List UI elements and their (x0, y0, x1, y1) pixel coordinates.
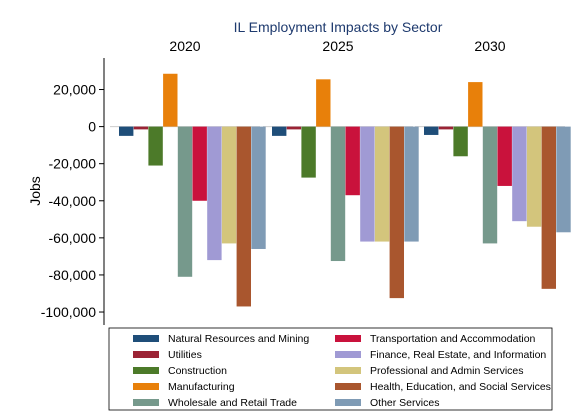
legend-swatch (335, 367, 361, 374)
bar-health-education-and-social-services-2030 (541, 126, 556, 289)
legend-label: Professional and Admin Services (370, 365, 524, 377)
bar-utilities-2025 (286, 126, 302, 130)
bar-manufacturing-2030 (468, 82, 483, 127)
bar-health-education-and-social-services-2025 (389, 126, 404, 299)
legend-swatch (335, 383, 361, 390)
legend-box (108, 327, 553, 411)
bar-construction-2020 (148, 126, 163, 166)
legend-label: Manufacturing (168, 381, 235, 393)
y-tick-label: 0 (88, 119, 96, 135)
legend-swatch (335, 351, 361, 358)
bar-other-services-2025 (404, 126, 419, 242)
legend-label: Construction (168, 365, 227, 377)
y-tick-label: -40,000 (49, 193, 97, 209)
y-tick-label: 20,000 (53, 82, 96, 98)
bar-manufacturing-2025 (316, 79, 331, 127)
chart-title: IL Employment Impacts by Sector (234, 19, 443, 35)
y-axis-title: Jobs (27, 176, 43, 206)
bar-construction-2025 (301, 126, 316, 178)
panel-label-2020: 2020 (169, 38, 200, 54)
legend-swatch (335, 399, 361, 406)
bar-utilities-2020 (133, 126, 149, 130)
legend-swatch (133, 399, 159, 406)
bar-professional-and-admin-services-2030 (526, 126, 542, 227)
bar-wholesale-and-retail-trade-2025 (330, 126, 346, 262)
bar-other-services-2030 (556, 126, 571, 233)
legend-label: Transportation and Accommodation (370, 333, 536, 345)
bar-transportation-and-accommodation-2020 (192, 126, 207, 201)
legend-label: Wholesale and Retail Trade (168, 397, 297, 409)
legend-label: Finance, Real Estate, and Information (370, 349, 546, 361)
bar-wholesale-and-retail-trade-2030 (482, 126, 498, 244)
bar-construction-2030 (453, 126, 468, 157)
bar-utilities-2030 (438, 126, 454, 130)
bar-finance-real-estate-and-information-2030 (512, 126, 527, 222)
bar-professional-and-admin-services-2025 (374, 126, 390, 242)
y-tick-label: -100,000 (41, 304, 96, 320)
bar-wholesale-and-retail-trade-2020 (177, 126, 193, 277)
legend-swatch (335, 335, 361, 342)
bar-finance-real-estate-and-information-2025 (360, 126, 375, 242)
bar-transportation-and-accommodation-2030 (497, 126, 512, 186)
bar-natural-resources-and-mining-2030 (424, 126, 439, 135)
legend-label: Health, Education, and Social Services (370, 381, 551, 393)
bar-other-services-2020 (251, 126, 266, 249)
y-tick-label: -60,000 (49, 230, 97, 246)
bar-professional-and-admin-services-2020 (221, 126, 237, 244)
legend-swatch (133, 351, 159, 358)
y-tick-label: -80,000 (49, 267, 97, 283)
legend-swatch (133, 383, 159, 390)
bar-natural-resources-and-mining-2025 (272, 126, 287, 136)
bar-transportation-and-accommodation-2025 (345, 126, 360, 196)
bar-manufacturing-2020 (163, 73, 178, 127)
panel-label-2025: 2025 (322, 38, 353, 54)
bar-health-education-and-social-services-2020 (236, 126, 251, 307)
bar-finance-real-estate-and-information-2020 (207, 126, 222, 261)
y-tick-label: -20,000 (49, 156, 97, 172)
bar-natural-resources-and-mining-2020 (119, 126, 134, 136)
legend-swatch (133, 367, 159, 374)
legend-label: Utilities (168, 349, 202, 361)
panel-label-2030: 2030 (474, 38, 505, 54)
legend-label: Other Services (370, 397, 439, 409)
legend-swatch (133, 335, 159, 342)
legend-label: Natural Resources and Mining (168, 333, 309, 345)
